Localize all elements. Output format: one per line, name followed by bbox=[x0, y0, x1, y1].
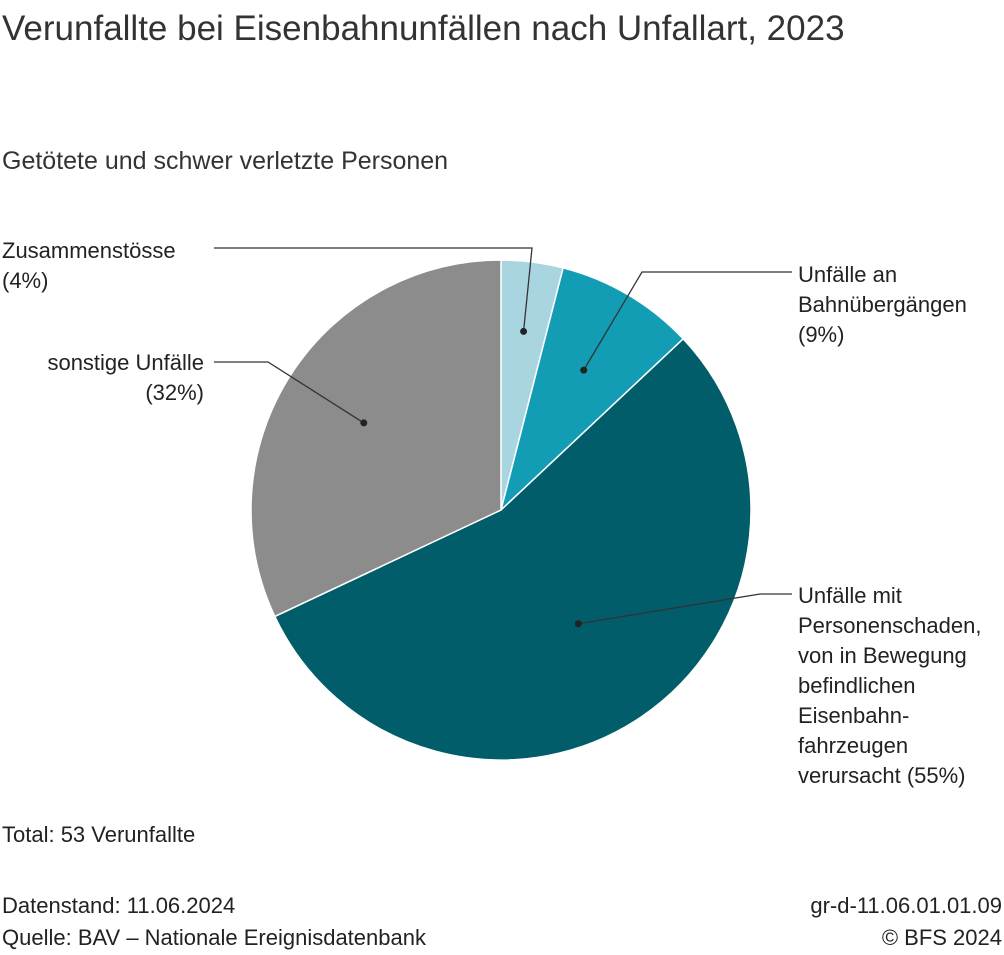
chart-title: Verunfallte bei Eisenbahnunfällen nach U… bbox=[2, 9, 845, 48]
label-bahnuebergaenge: Unfälle an Bahnübergängen (9%) bbox=[798, 262, 967, 347]
leader-personenschaden-dot bbox=[574, 620, 582, 628]
datenstand: Datenstand: 11.06.2024 bbox=[2, 893, 236, 918]
quelle: Quelle: BAV – Nationale Ereignisdatenban… bbox=[2, 925, 426, 950]
leader-personenschaden bbox=[578, 593, 792, 625]
label-personenschaden: Unfälle mit Personenschaden, von in Bewe… bbox=[798, 583, 982, 788]
leader-bahnuebergaenge-dot bbox=[580, 366, 588, 374]
leader-zusammenstoesse-dot bbox=[520, 327, 528, 335]
total-note: Total: 53 Verunfallte bbox=[2, 822, 196, 847]
label-zusammenstoesse: Zusammenstösse (4%) bbox=[2, 238, 176, 293]
label-sonstige: sonstige Unfälle (32%) bbox=[47, 350, 204, 405]
leader-sonstige-dot bbox=[360, 419, 368, 427]
chart-subtitle: Getötete und schwer verletzte Personen bbox=[2, 147, 449, 175]
pie-slice-personenschaden bbox=[273, 337, 752, 761]
graphic-code: gr-d-11.06.01.01.09 bbox=[810, 893, 1002, 918]
leader-sonstige bbox=[214, 361, 365, 424]
leader-zusammenstoesse bbox=[214, 247, 533, 332]
copyright: © BFS 2024 bbox=[881, 925, 1002, 950]
leader-bahnuebergaenge bbox=[583, 271, 792, 371]
